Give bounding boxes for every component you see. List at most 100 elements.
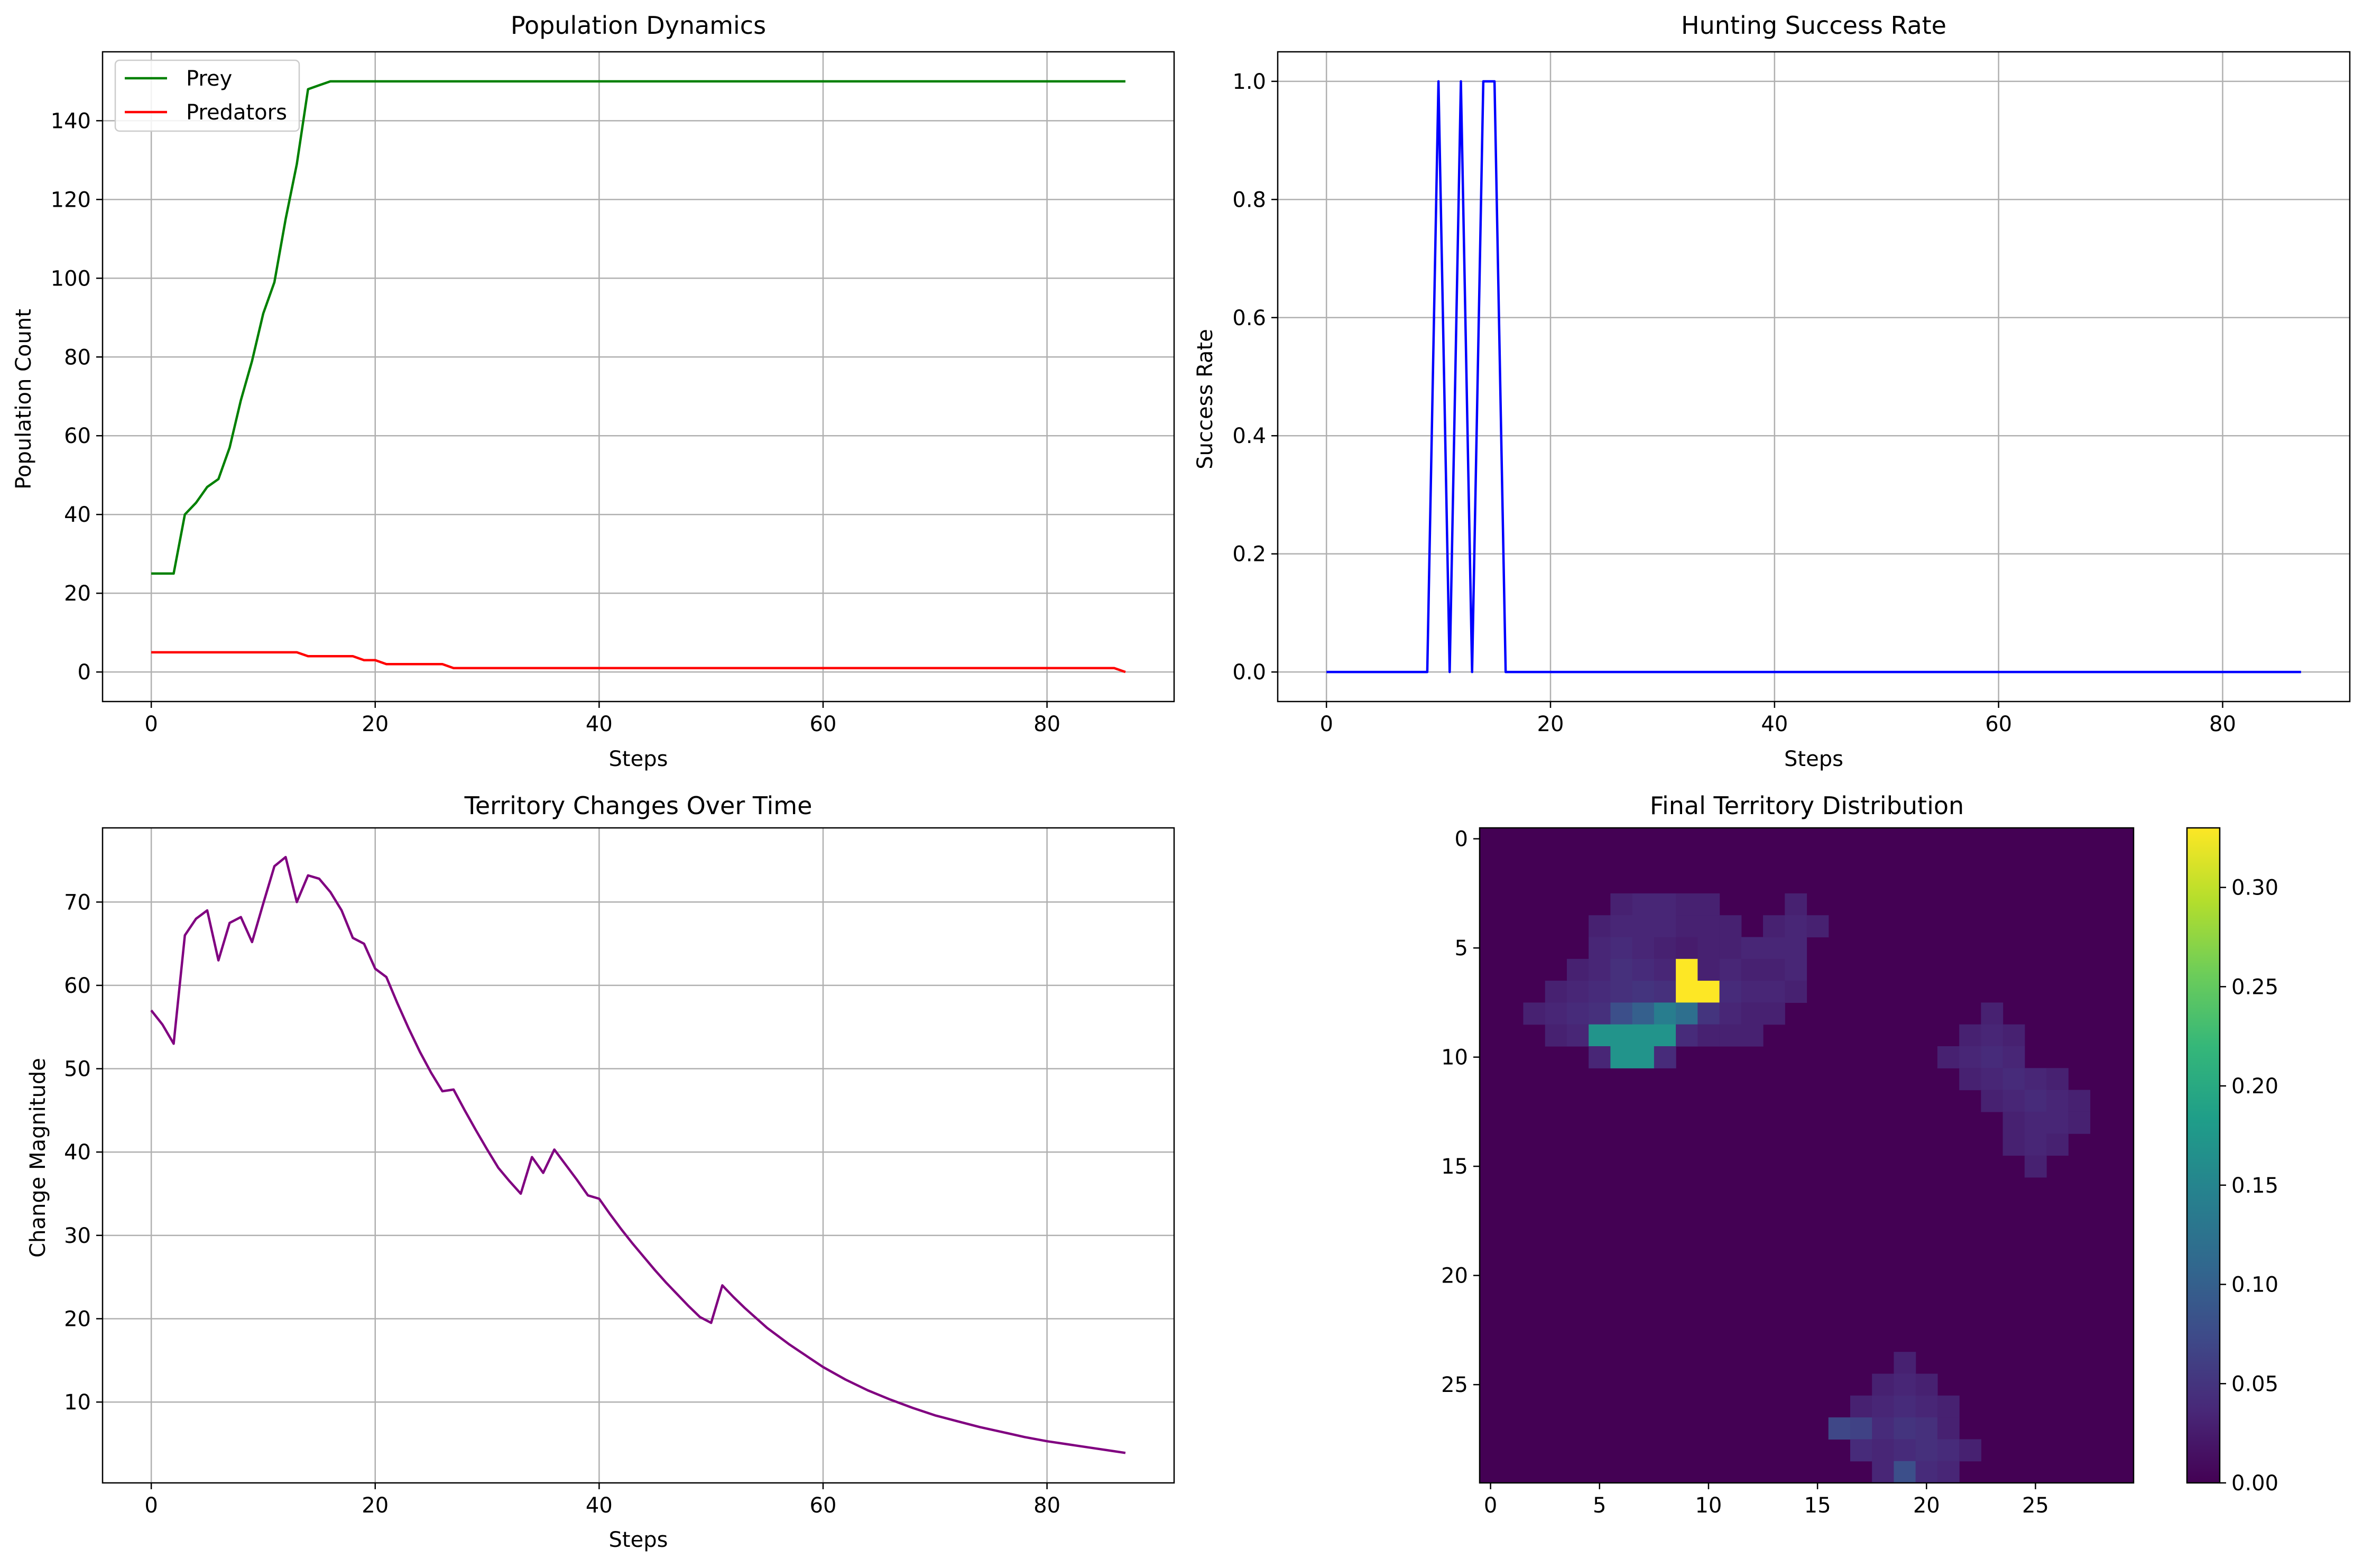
heatmap-cell	[1719, 937, 1742, 960]
y-tick-label: 15	[1441, 1155, 1468, 1179]
heatmap-cell	[1981, 1090, 2004, 1112]
heatmap-cell	[1566, 1024, 1589, 1047]
heatmap-cell	[1610, 958, 1633, 981]
heatmap-cell	[1894, 1439, 1916, 1462]
heatmap-cell	[1763, 937, 1785, 960]
heatmap-cell	[1632, 1046, 1655, 1068]
x-tick-label: 60	[1985, 712, 2012, 736]
colorbar-tick-label: 0.15	[2231, 1174, 2278, 1198]
heatmap-cell	[1545, 1024, 1567, 1047]
y-tick-label: 0	[78, 660, 91, 685]
y-axis-label: Success Rate	[1193, 329, 1217, 469]
heatmap-cell	[1981, 1002, 2004, 1025]
chart-title: Final Territory Distribution	[1650, 791, 1964, 820]
heatmap-cell	[1785, 915, 1807, 938]
heatmap-cell	[1981, 1024, 2004, 1047]
y-tick-label: 5	[1455, 936, 1468, 961]
heatmap-cell	[1937, 1461, 1960, 1483]
x-tick-label: 40	[586, 712, 613, 736]
heatmap-cell	[1654, 1024, 1676, 1047]
y-axis-label: Change Magnitude	[26, 1058, 50, 1258]
tick-marks: 0 5 10 15 20 25 0 5 10 15 20 25	[1441, 827, 2049, 1518]
x-axis-label: Steps	[1784, 747, 1843, 771]
plot-area	[150, 855, 1126, 1454]
heatmap-cell	[1741, 1024, 1764, 1047]
y-tick-label: 70	[64, 890, 91, 915]
colorbar-gradient	[2186, 827, 2221, 1484]
x-tick-label: 40	[586, 1493, 613, 1518]
x-tick-label: 60	[810, 712, 837, 736]
tick-marks: 0 20 40 60 80 0.0 0.2 0.4 0.6 0.8 1.0	[1232, 70, 2236, 736]
x-tick-label: 0	[144, 712, 158, 736]
heatmap-cell	[1937, 1395, 1960, 1418]
y-tick-label: 1.0	[1232, 70, 1266, 94]
heatmap-cell	[1610, 1002, 1633, 1025]
heatmap-cell	[1850, 1417, 1872, 1440]
heatmap-cell	[1981, 1068, 2004, 1091]
y-tick-label: 0.6	[1232, 306, 1266, 330]
axes-frame	[101, 51, 1175, 703]
heatmap-cell	[1676, 915, 1698, 938]
x-axis-label: Steps	[609, 1528, 668, 1552]
heatmap-cell	[1697, 1024, 1720, 1047]
y-tick-label: 60	[64, 974, 91, 998]
heatmap-cell	[1850, 1439, 1872, 1462]
grid-lines	[103, 828, 1174, 1483]
y-tick-label: 0.0	[1232, 660, 1266, 685]
chart-title: Hunting Success Rate	[1681, 11, 1946, 40]
heatmap-cell	[1872, 1417, 1895, 1440]
heatmap-cell	[1676, 958, 1698, 981]
heatmap-cell	[1959, 1024, 1981, 1047]
x-tick-label: 5	[1593, 1493, 1606, 1518]
legend-label: Prey	[186, 67, 232, 91]
heatmap-cell	[2002, 1090, 2025, 1112]
heatmap-cell	[1654, 958, 1676, 981]
heatmap-cell	[1676, 1002, 1698, 1025]
y-tick-label: 0.4	[1232, 424, 1266, 448]
heatmap-cell	[1566, 958, 1589, 981]
heatmap-cell	[2002, 1133, 2025, 1156]
x-tick-label: 15	[1804, 1493, 1831, 1518]
x-tick-label: 10	[1695, 1493, 1722, 1518]
heatmap-cell	[1676, 893, 1698, 916]
heatmap-cell	[1676, 1024, 1698, 1047]
x-axis-label: Steps	[609, 747, 668, 771]
heatmap-cell	[1566, 1002, 1589, 1025]
heatmap-cell	[1872, 1373, 1895, 1396]
y-tick-label: 0.2	[1232, 542, 1266, 567]
territory-changes-chart: Territory Changes Over Time 0 20 40 60 80 10 2…	[26, 791, 1175, 1552]
heatmap-cell	[1915, 1417, 1938, 1440]
heatmap-cell	[1654, 1002, 1676, 1025]
series-line-1	[151, 651, 1126, 674]
y-tick-label: 40	[64, 503, 91, 527]
colorbar-tick-label: 0.30	[2231, 876, 2278, 900]
population-dynamics-chart: Population Dynamics 0 20 40 60 80 0 20 40 60 80 10…	[12, 11, 1175, 771]
heatmap-cell	[1915, 1395, 1938, 1418]
y-tick-label: 20	[64, 1307, 91, 1331]
x-tick-label: 80	[2209, 712, 2236, 736]
hunting-success-chart: Hunting Success Rate 0 20 40 60 800.00.20.40…	[1193, 11, 2351, 771]
heatmap-cell	[2046, 1090, 2069, 1112]
x-tick-label: 20	[1537, 712, 1564, 736]
axes-frame	[1277, 51, 2351, 703]
heatmap-cell	[1589, 981, 1611, 1003]
grid-lines	[1278, 52, 2350, 702]
y-tick-label: 100	[51, 266, 91, 291]
y-axis-label: Population Count	[12, 309, 36, 490]
heatmap-cell	[1676, 937, 1698, 960]
heatmap-cell	[1610, 1024, 1633, 1047]
x-tick-label: 0	[1319, 712, 1333, 736]
heatmap-cell	[1915, 1439, 1938, 1462]
tick-marks: 0 20 40 60 80 10 20 30 40 50 60 70	[64, 890, 1060, 1518]
heatmap-cell	[1654, 915, 1676, 938]
heatmap-cell	[1741, 937, 1764, 960]
heatmap-cells	[1480, 828, 2134, 1483]
colorbar-tick-label: 0.05	[2231, 1372, 2278, 1396]
heatmap-cell	[1981, 1046, 2004, 1068]
x-tick-label: 0	[1484, 1493, 1497, 1518]
heatmap-cell	[1915, 1461, 1938, 1483]
heatmap-cell	[1719, 1024, 1742, 1047]
heatmap-cell	[1632, 1002, 1655, 1025]
heatmap-cell	[1589, 1002, 1611, 1025]
heatmap-cell	[2024, 1111, 2047, 1134]
